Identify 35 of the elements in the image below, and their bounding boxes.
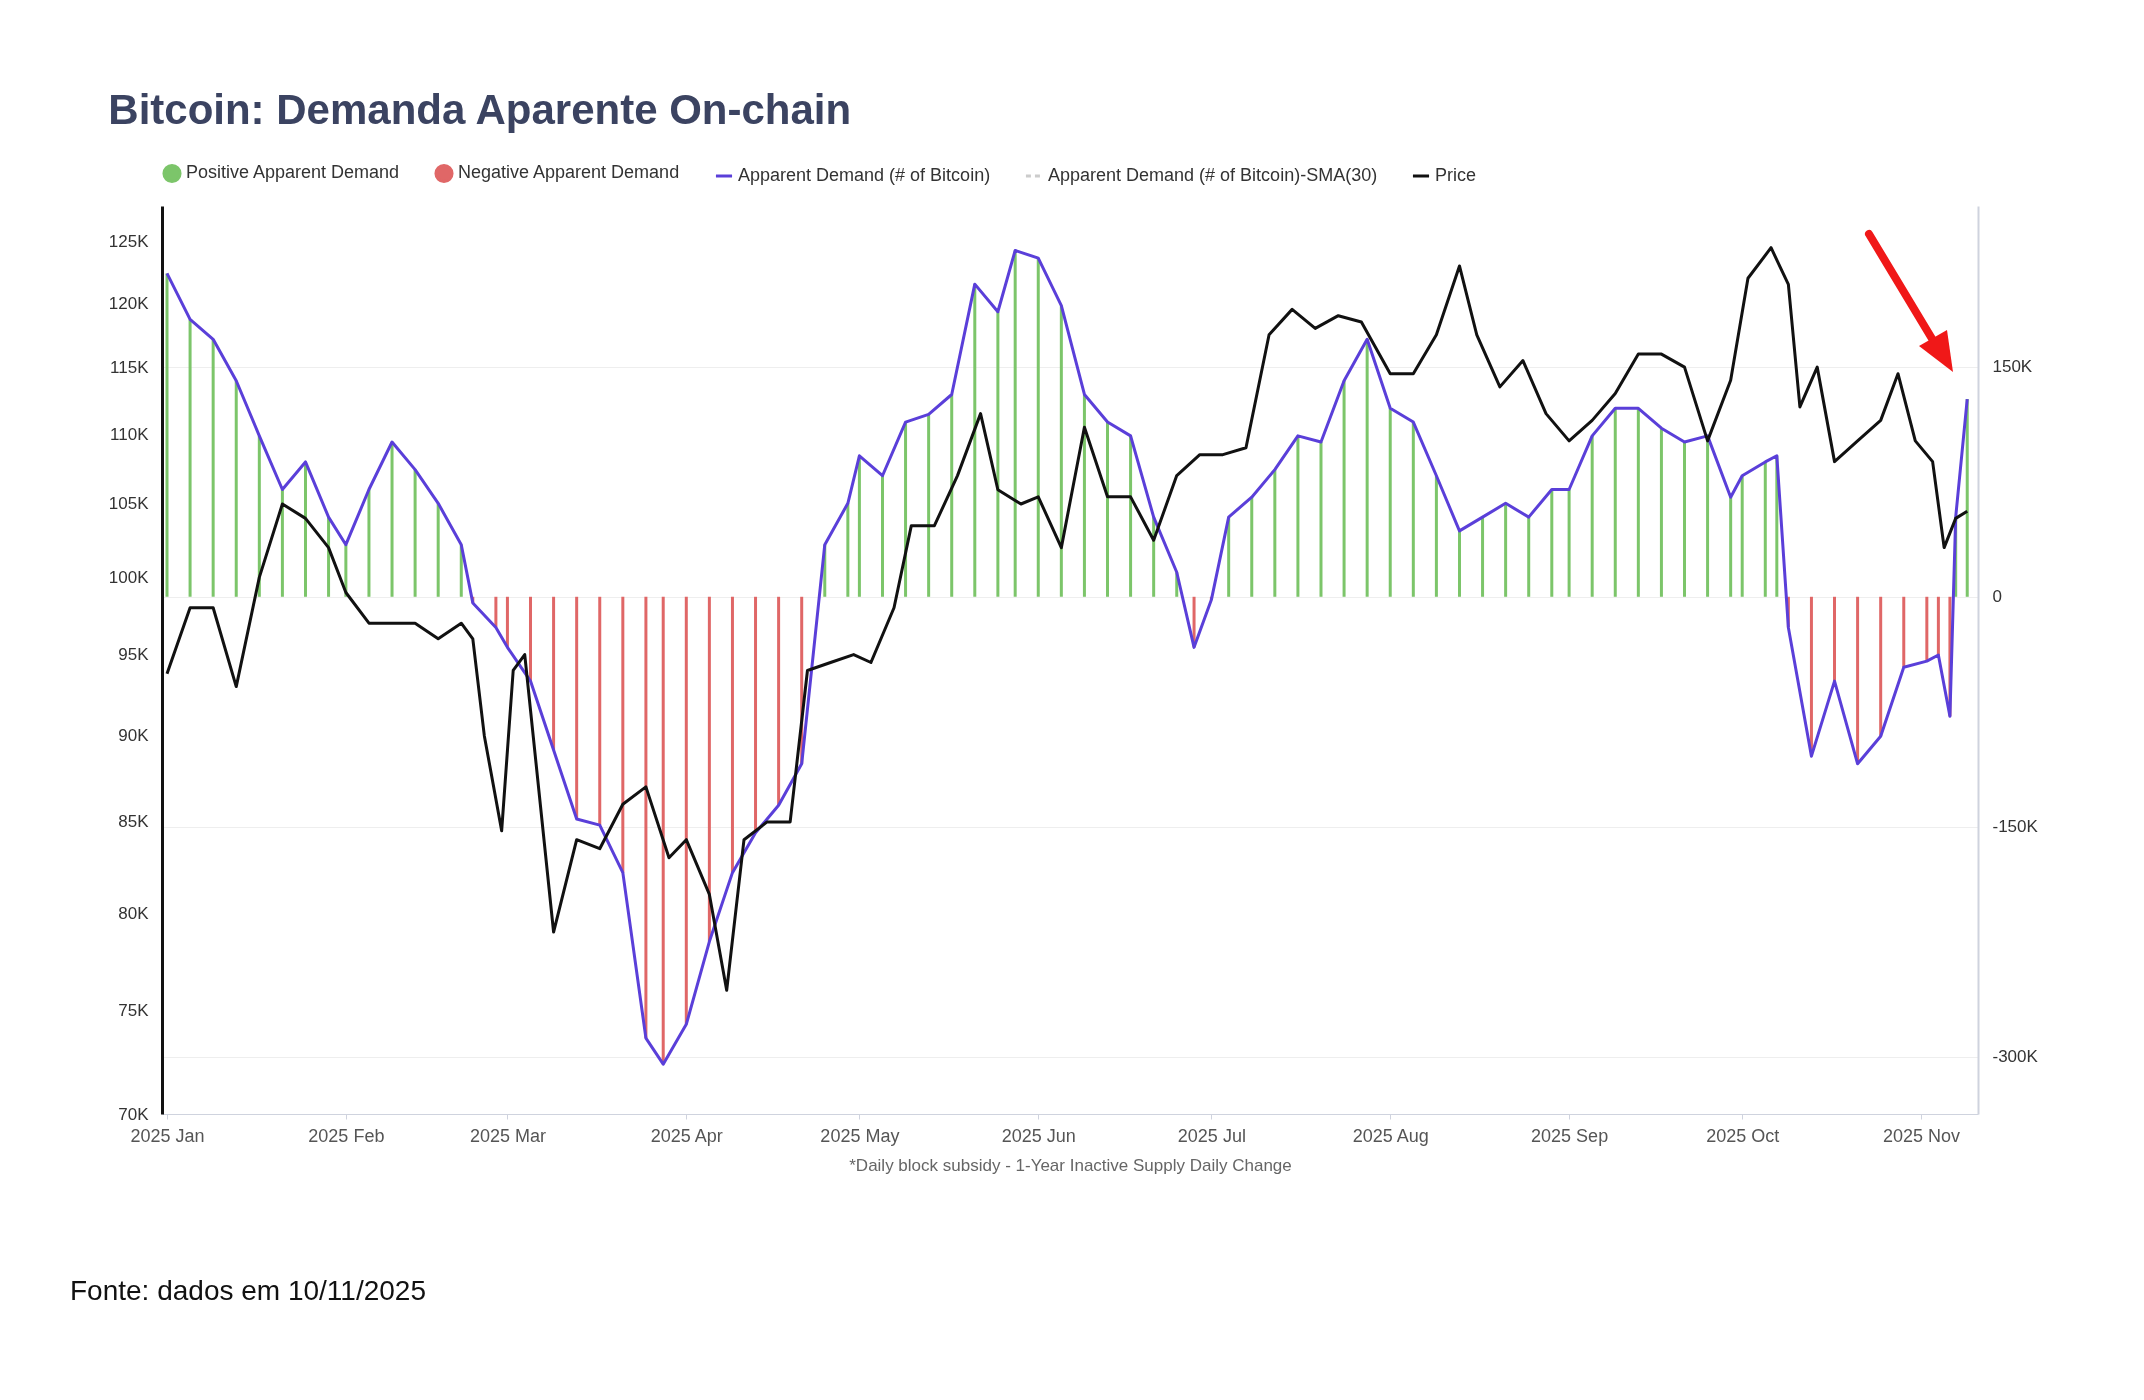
y-tick-label: 70K [118, 1104, 150, 1124]
x-tick-label: 2025 Sep [1531, 1125, 1609, 1146]
legend-label: Price [1435, 165, 1477, 185]
legend-label: Apparent Demand (# of Bitcoin) [738, 165, 991, 185]
legend-label: Negative Apparent Demand [458, 162, 680, 183]
legend-label: Positive Apparent Demand [186, 162, 400, 183]
x-tick-label: 2025 Jun [1001, 1125, 1076, 1146]
x-tick-label: 2025 Jan [130, 1125, 205, 1146]
y-tick-label: 115K [110, 357, 150, 377]
source-note: Fonte: dados em 10/11/2025 [70, 1275, 426, 1307]
y-tick-label: 95K [118, 645, 150, 665]
legend-label: Apparent Demand (# of Bitcoin)-SMA(30) [1048, 165, 1378, 185]
x-tick-label: 2025 Aug [1352, 1125, 1429, 1146]
y-tick-label: 75K [118, 1000, 150, 1020]
chart-title: Bitcoin: Demanda Aparente On-chain [108, 86, 852, 133]
x-tick-label: 2025 Feb [308, 1125, 385, 1146]
x-tick-label: 2025 Mar [469, 1125, 546, 1146]
y-tick-label: 100K [108, 567, 150, 587]
y-tick-label: 90K [118, 726, 150, 746]
y-tick-label: 85K [118, 812, 150, 832]
x-tick-label: 2025 Jul [1177, 1125, 1246, 1146]
y2-tick-label: 0 [1992, 587, 2002, 607]
y2-tick-label: 150K [1992, 357, 2033, 377]
y-tick-label: 125K [108, 232, 150, 252]
y-tick-label: 105K [108, 494, 150, 514]
y-tick-label: 80K [118, 903, 150, 923]
x-tick-label: 2025 Nov [1883, 1125, 1961, 1146]
x-tick-label: 2025 Oct [1706, 1125, 1780, 1146]
y-tick-label: 120K [108, 293, 150, 313]
y2-tick-label: -150K [1992, 817, 2039, 837]
x-tick-label: 2025 Apr [650, 1125, 723, 1146]
x-axis-title: *Daily block subsidy - 1-Year Inactive Supply Daily Change [849, 1155, 1292, 1175]
x-tick-label: 2025 May [820, 1125, 900, 1146]
y2-tick-label: -300K [1992, 1047, 2039, 1067]
y-tick-label: 110K [110, 424, 150, 444]
